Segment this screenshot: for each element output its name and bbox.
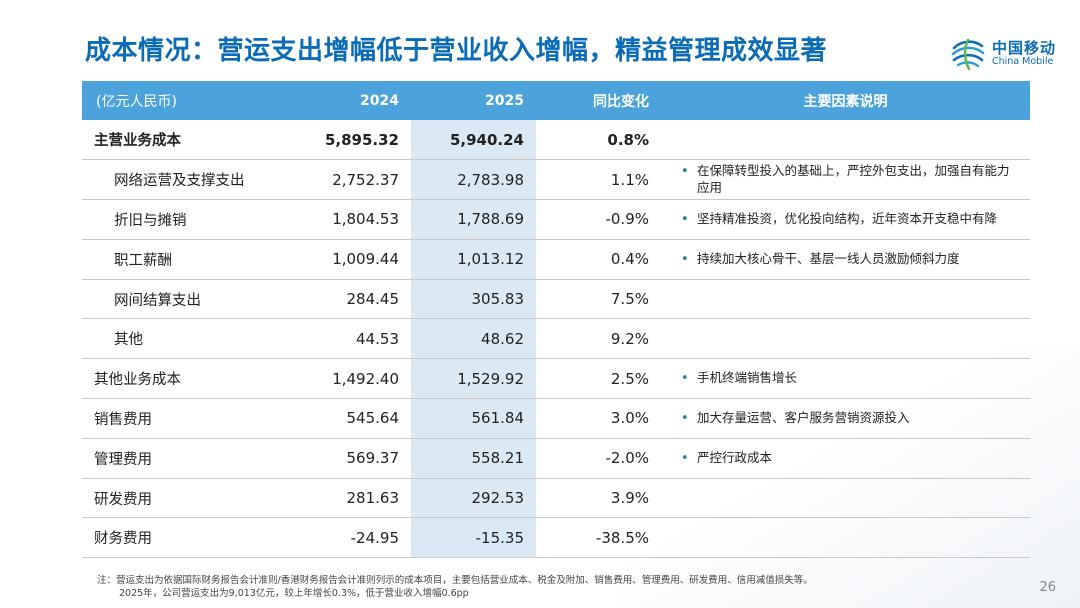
value-2025: 558.21 xyxy=(471,449,525,468)
value-2024: 545.64 xyxy=(346,409,400,428)
table-row: 折旧与摊销 1,804.53 1,788.69 -0.9% • 坚持精准投资，优化… xyxy=(82,200,1030,240)
row-note xyxy=(661,319,1030,359)
row-note xyxy=(661,518,1030,558)
value-2024: 1,492.40 xyxy=(332,369,399,388)
company-logo: 中国移动 China Mobile xyxy=(948,34,1068,74)
value-2025: 1,529.92 xyxy=(457,369,524,388)
header-yoy-change: 同比变化 xyxy=(593,93,649,110)
header-explanation: 主要因素说明 xyxy=(803,93,888,110)
value-change: -2.0% xyxy=(605,449,649,468)
value-2025: 561.84 xyxy=(471,409,525,428)
value-2024: 5,895.32 xyxy=(324,130,399,149)
value-change: -38.5% xyxy=(595,528,649,547)
row-note: • 持续加大核心骨干、基层一线人员激励倾斜力度 xyxy=(661,239,1030,279)
table-row: 销售费用 545.64 561.84 3.0% • 加大存量运营、客户服务营销资源… xyxy=(82,399,1030,439)
value-2025: 1,788.69 xyxy=(457,210,524,229)
table-row: 其他 44.53 48.62 9.2% xyxy=(82,319,1030,359)
value-change: -0.9% xyxy=(605,210,649,229)
row-label: 网络运营及支撑支出 xyxy=(114,173,245,190)
note-text: 加大存量运营、客户服务营销资源投入 xyxy=(697,409,910,425)
row-label: 主营业务成本 xyxy=(94,133,181,150)
highlight-2025-column xyxy=(411,120,536,558)
row-label: 管理费用 xyxy=(94,451,152,468)
bullet-icon: • xyxy=(681,370,689,386)
page-title: 成本情况：营运支出增幅低于营业收入增幅，精益管理成效显著 xyxy=(85,36,828,66)
value-2025: 2,783.98 xyxy=(457,170,524,189)
bullet-icon: • xyxy=(681,251,689,267)
bullet-icon: • xyxy=(681,211,689,227)
value-2024: 1,804.53 xyxy=(332,210,399,229)
row-note: • 加大存量运营、客户服务营销资源投入 xyxy=(661,399,1030,439)
row-note: • 在保障转型投入的基础上，严控外包支出，加强自有能力应用 xyxy=(661,160,1030,200)
table-row: 其他业务成本 1,492.40 1,529.92 2.5% • 手机终端销售增长 xyxy=(82,359,1030,399)
row-label: 折旧与摊销 xyxy=(114,212,187,229)
value-2025: 305.83 xyxy=(471,290,525,309)
footnote-line-1: 注：营运支出为依据国际财务报告会计准则/香港财务报告会计准则列示的成本项目，主要… xyxy=(97,575,813,586)
value-change: 3.0% xyxy=(610,409,649,428)
row-label: 研发费用 xyxy=(94,491,152,508)
table-row: 研发费用 281.63 292.53 3.9% xyxy=(82,478,1030,518)
value-2025: 5,940.24 xyxy=(449,130,524,149)
page-number: 26 xyxy=(1039,580,1056,595)
cost-table-container: (亿元人民币) 2024 2025 同比变化 主要因素说明 主营业务成本 5,8… xyxy=(82,81,1030,558)
table-row: 职工薪酬 1,009.44 1,013.12 0.4% • 持续加大核心骨干、基层… xyxy=(82,239,1030,280)
value-2024: 281.63 xyxy=(346,489,400,508)
note-text: 手机终端销售增长 xyxy=(697,369,798,385)
footnote: 注：营运支出为依据国际财务报告会计准则/香港财务报告会计准则列示的成本项目，主要… xyxy=(97,574,813,601)
value-2024: 44.53 xyxy=(356,329,399,348)
value-change: 9.2% xyxy=(610,329,649,348)
logo-text-en: China Mobile xyxy=(992,55,1054,67)
logo-text-cn: 中国移动 xyxy=(992,39,1057,58)
footnote-line-2: 2025年，公司营运支出为9,013亿元，较上年增长0.3%，低于营业收入增幅0… xyxy=(119,588,469,600)
row-label: 财务费用 xyxy=(94,531,152,548)
value-2025: 292.53 xyxy=(471,489,525,508)
value-change: 0.4% xyxy=(610,250,649,269)
row-label: 其他业务成本 xyxy=(94,372,181,389)
row-note: • 手机终端销售增长 xyxy=(661,359,1030,399)
row-label: 职工薪酬 xyxy=(114,252,172,269)
row-label: 网间结算支出 xyxy=(114,292,201,309)
row-note xyxy=(661,478,1030,518)
value-change: 1.1% xyxy=(610,170,649,189)
row-label: 销售费用 xyxy=(94,411,152,428)
row-note xyxy=(661,120,1030,160)
header-unit: (亿元人民币) xyxy=(96,93,177,110)
value-2024: -24.95 xyxy=(350,528,399,547)
note-text: 在保障转型投入的基础上，严控外包支出，加强自有能力应用 xyxy=(697,162,1010,195)
table-header-row: (亿元人民币) 2024 2025 同比变化 主要因素说明 xyxy=(82,81,1030,120)
note-text: 坚持精准投资，优化投向结构，近年资本开支稳中有降 xyxy=(697,210,998,226)
value-2025: 48.62 xyxy=(481,329,524,348)
table-row: 网络运营及支撑支出 2,752.37 2,783.98 1.1% • 在保障转型投… xyxy=(82,160,1030,200)
china-mobile-logo-icon xyxy=(951,38,985,71)
note-text: 严控行政成本 xyxy=(697,449,773,465)
value-2025: -15.35 xyxy=(475,528,524,547)
value-change: 7.5% xyxy=(610,290,649,309)
row-note: • 坚持精准投资，优化投向结构，近年资本开支稳中有降 xyxy=(661,200,1030,240)
row-note xyxy=(661,279,1030,319)
value-change: 0.8% xyxy=(607,130,649,149)
value-2024: 1,009.44 xyxy=(332,250,399,269)
row-label: 其他 xyxy=(114,332,143,349)
table-row: 主营业务成本 5,895.32 5,940.24 0.8% xyxy=(82,120,1030,160)
cost-table: (亿元人民币) 2024 2025 同比变化 主要因素说明 主营业务成本 5,8… xyxy=(82,81,1030,558)
bullet-icon: • xyxy=(681,410,689,426)
table-row: 管理费用 569.37 558.21 -2.0% • 严控行政成本 xyxy=(82,438,1030,479)
row-note: • 严控行政成本 xyxy=(661,438,1030,478)
value-2024: 569.37 xyxy=(346,449,400,468)
value-change: 3.9% xyxy=(610,489,649,508)
table-row: 财务费用 -24.95 -15.35 -38.5% xyxy=(82,518,1030,558)
value-change: 2.5% xyxy=(610,369,649,388)
value-2024: 2,752.37 xyxy=(332,170,399,189)
bullet-icon: • xyxy=(681,163,689,179)
header-2024: 2024 xyxy=(360,92,399,109)
value-2025: 1,013.12 xyxy=(457,250,524,269)
note-text: 持续加大核心骨干、基层一线人员激励倾斜力度 xyxy=(697,250,960,266)
value-2024: 284.45 xyxy=(346,290,400,309)
header-2025: 2025 xyxy=(485,92,524,109)
bullet-icon: • xyxy=(681,450,689,466)
table-row: 网间结算支出 284.45 305.83 7.5% xyxy=(82,279,1030,319)
